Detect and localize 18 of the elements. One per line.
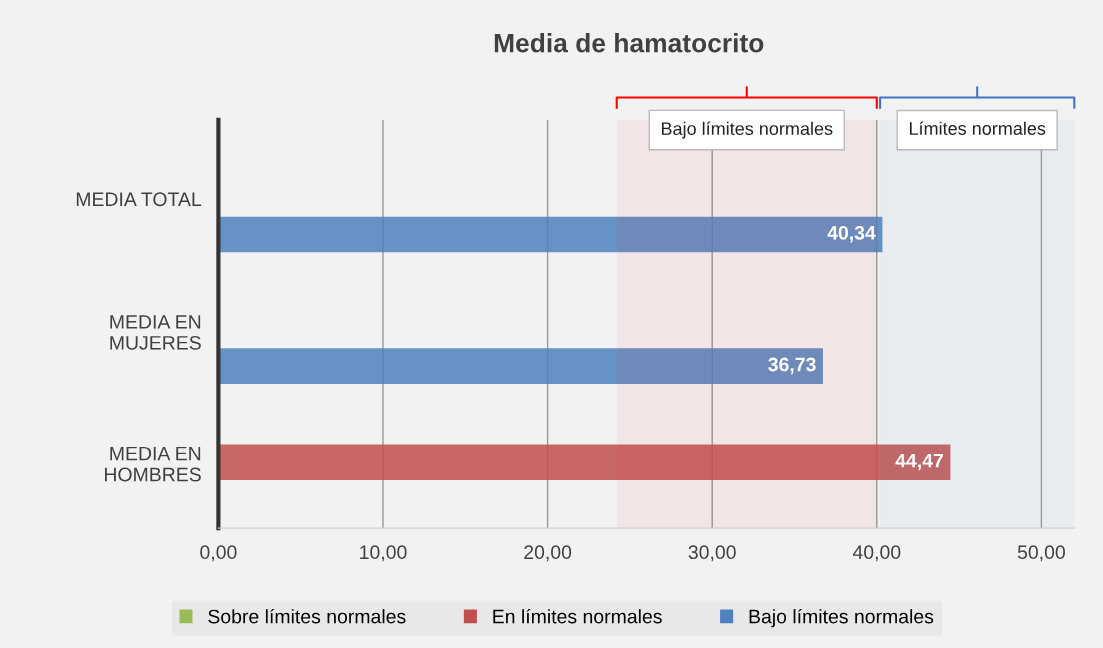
y-tick-label: MEDIA EN HOMBRES xyxy=(105,446,201,482)
chart-title: Media de hamatocrito xyxy=(494,33,764,53)
data-label: 36,73 xyxy=(768,357,816,375)
x-tick-label: 20,00 xyxy=(524,545,572,562)
legend-label: Bajo límites normales xyxy=(749,608,934,628)
legend-label: Sobre límites normales xyxy=(208,608,406,624)
data-label: 44,47 xyxy=(895,453,943,471)
x-tick-label: 0,00 xyxy=(200,545,237,562)
x-tick-label: 40,00 xyxy=(852,545,901,562)
x-tick-label: 50,00 xyxy=(1017,545,1065,562)
x-tick-label: 30,00 xyxy=(688,545,736,562)
band-label: Bajo límites normales xyxy=(661,121,833,139)
x-tick-label: 10,00 xyxy=(360,545,407,562)
data-label: 40,34 xyxy=(827,225,876,243)
y-tick-label: MEDIA TOTAL xyxy=(76,192,202,207)
y-tick-label: MEDIA EN MUJERES xyxy=(110,315,201,350)
legend-label: En límites normales xyxy=(493,608,662,624)
band-label: Límites normales xyxy=(909,121,1046,135)
